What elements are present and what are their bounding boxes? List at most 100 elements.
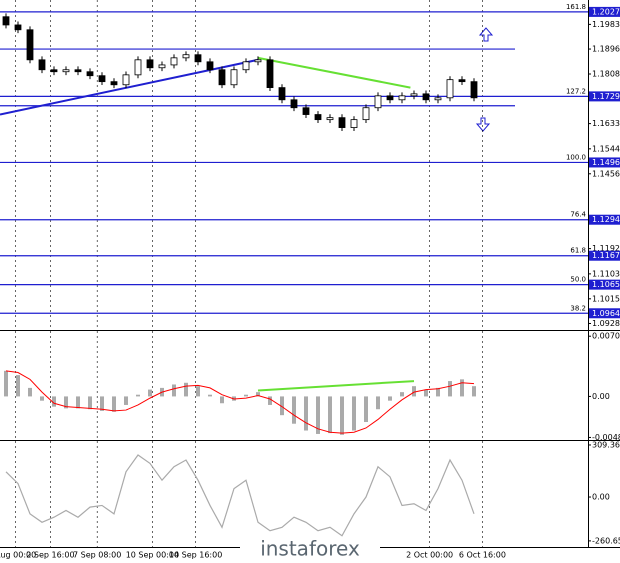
macd-bar [184, 382, 188, 397]
candle-body [338, 117, 346, 128]
y-tick-label: 1.1983 [592, 20, 620, 29]
macd-bar [340, 396, 344, 435]
macd-bar [400, 392, 404, 397]
macd-bar [64, 396, 68, 409]
candle-body [110, 81, 118, 86]
macd-bar [208, 394, 212, 397]
candle-body [194, 54, 202, 63]
macd-bar [316, 396, 320, 434]
trend-line [0, 58, 259, 116]
y-tick-label: 0.00 [592, 392, 610, 401]
candle-body [170, 57, 178, 66]
candle-body [410, 93, 418, 97]
oscillator-line [5, 454, 475, 537]
macd-bar [280, 396, 284, 416]
macd-bar [148, 389, 152, 397]
macd-bar [424, 389, 428, 397]
candle-body [362, 107, 370, 121]
candle-body [146, 59, 154, 69]
candle-body [446, 79, 454, 99]
macd-bar [16, 375, 20, 397]
level-price-label: 1.1065 [592, 280, 620, 289]
macd-bar [472, 386, 476, 397]
candle-body [302, 107, 310, 115]
macd-bar [52, 396, 56, 407]
macd-bar [268, 396, 272, 405]
candle-body [218, 69, 226, 86]
y-tick-label: 0.00 [592, 493, 610, 502]
candle-body [158, 64, 166, 69]
candle-body [206, 61, 214, 71]
level-price-box [589, 279, 620, 290]
level-price-label: 1.1294 [592, 215, 620, 224]
fib-level-name: 61.8 [570, 247, 586, 255]
level-price-label: 1.1496 [592, 158, 620, 167]
fib-level-name: 50.0 [570, 276, 586, 284]
candle-body [314, 114, 322, 121]
candle-body [470, 81, 478, 99]
macd-bar [28, 387, 32, 397]
x-tick-label: 6 Oct 16:00 [459, 551, 506, 560]
fib-level-name: 127.2 [566, 87, 586, 95]
y-tick-label: 309.3651 [592, 440, 620, 449]
x-tick-label: 7 Sep 08:00 [73, 551, 121, 560]
y-tick-label: 1.1808 [592, 69, 620, 78]
x-tick-label: 14 Sep 16:00 [169, 551, 222, 560]
level-price-label: 1.2027 [592, 7, 620, 16]
y-tick-label: -0.00481 [592, 433, 620, 442]
candle-body [74, 69, 82, 73]
signal-line [5, 370, 475, 434]
candle-body [266, 59, 274, 89]
arrows [475, 27, 494, 132]
macd-bar [88, 396, 92, 410]
up-arrow-icon [478, 27, 494, 42]
candle-body [50, 69, 58, 73]
candle-body [350, 119, 358, 128]
watermark-box [240, 538, 380, 563]
macd-bar [256, 392, 260, 397]
candle-body [134, 59, 142, 76]
x-tick-label: 2 Oct 00:00 [406, 551, 453, 560]
candle-body [326, 117, 334, 121]
candle-body [182, 54, 190, 59]
x-tick-label: Aug 00:00 [0, 551, 36, 560]
macd-bar [352, 396, 356, 431]
macd-bar [220, 396, 224, 404]
candle-body [26, 29, 34, 61]
fib-level-name: 161.8 [566, 3, 586, 11]
candle-body [230, 69, 238, 86]
y-tick-label: 1.1456 [592, 169, 620, 178]
macd-bar [292, 396, 296, 424]
candle-body [290, 99, 298, 109]
candle-body [398, 95, 406, 101]
macd-bar [460, 379, 464, 397]
candle-body [14, 24, 22, 31]
macd-bar [436, 387, 440, 397]
y-tick-label: 1.1015 [592, 294, 620, 303]
y-tick-label: 1.1544 [592, 144, 620, 153]
level-price-box [589, 157, 620, 168]
macd-bar [412, 386, 416, 397]
y-tick-label: -260.650 [592, 536, 620, 545]
macd-bar [136, 394, 140, 397]
macd-bar [328, 396, 332, 434]
macd-bar [172, 384, 176, 397]
x-tick-label: 2 Sep 16:00 [26, 551, 74, 560]
macd-bar [196, 386, 200, 397]
candle-body [38, 59, 46, 71]
candle-body [2, 16, 10, 26]
macd-bar [304, 396, 308, 431]
level-price-box [589, 214, 620, 225]
level-price-label: 1.0964 [592, 309, 620, 318]
macd-bar [40, 396, 44, 401]
fib-level-name: 100.0 [566, 153, 586, 161]
candle-body [254, 59, 262, 63]
macd-bar [364, 396, 368, 423]
candle-body [374, 95, 382, 109]
candle-body [278, 87, 286, 101]
level-price-label: 1.1729 [592, 92, 620, 101]
level-price-box [589, 91, 620, 102]
watermark: instaforex [260, 537, 360, 561]
macd-bar [448, 381, 452, 397]
